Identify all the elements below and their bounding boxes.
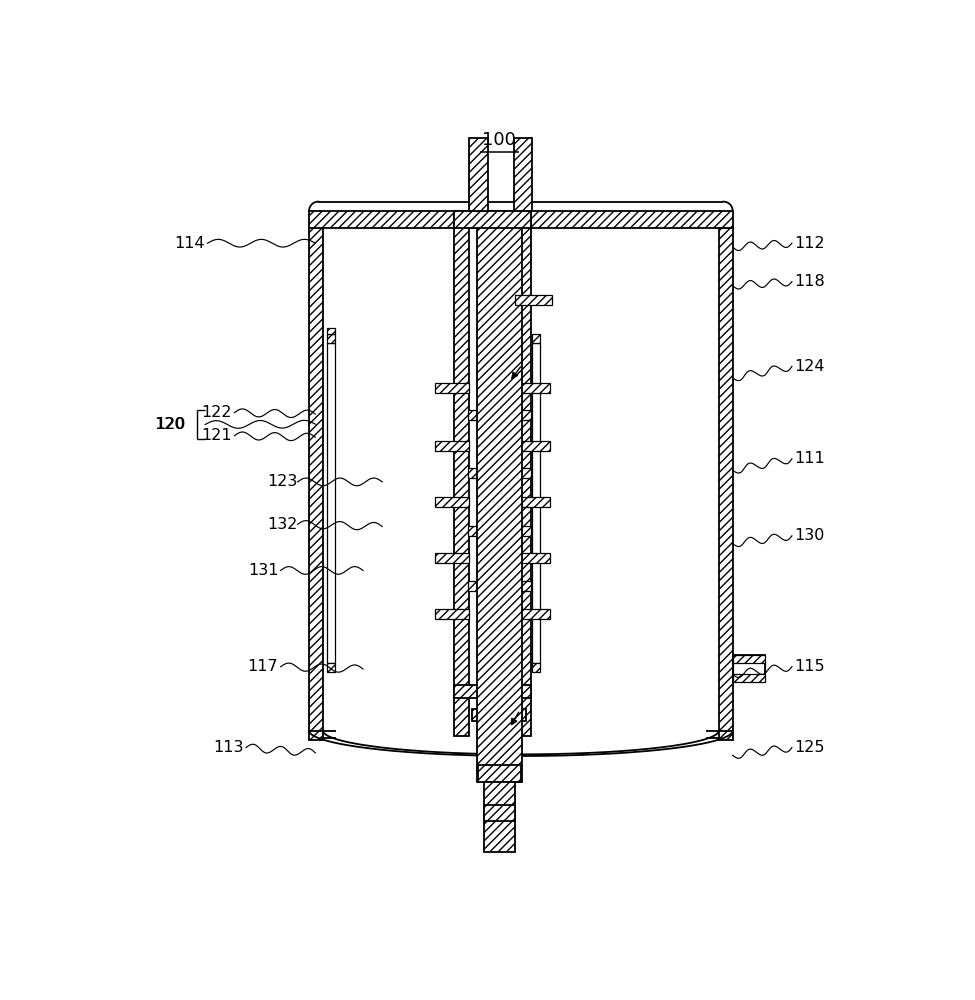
- Bar: [454, 211, 530, 228]
- Bar: [435, 609, 469, 619]
- Bar: [516, 609, 550, 619]
- Bar: [732, 655, 765, 663]
- Bar: [732, 674, 765, 682]
- Text: 114: 114: [175, 236, 205, 251]
- Bar: [309, 211, 732, 228]
- Bar: [435, 441, 469, 451]
- Bar: [469, 138, 488, 211]
- Bar: [327, 334, 334, 343]
- Bar: [454, 685, 530, 698]
- Text: 132: 132: [267, 517, 297, 532]
- Bar: [516, 441, 550, 451]
- Bar: [532, 334, 540, 343]
- Bar: [719, 228, 732, 740]
- Bar: [468, 581, 496, 591]
- Bar: [502, 581, 530, 591]
- Text: 112: 112: [795, 236, 825, 251]
- Bar: [435, 497, 469, 507]
- Text: 100: 100: [483, 131, 516, 149]
- Bar: [516, 295, 553, 305]
- Bar: [454, 211, 469, 736]
- Bar: [472, 709, 526, 721]
- Bar: [532, 343, 540, 663]
- Text: 123: 123: [267, 474, 297, 489]
- Text: 124: 124: [795, 359, 825, 374]
- Bar: [502, 410, 530, 420]
- Bar: [484, 805, 515, 821]
- Bar: [435, 383, 469, 393]
- Bar: [516, 383, 550, 393]
- Text: 120: 120: [154, 417, 184, 432]
- Bar: [484, 782, 515, 852]
- Bar: [478, 765, 521, 782]
- Text: 115: 115: [795, 659, 825, 674]
- Bar: [732, 655, 765, 682]
- Text: 111: 111: [795, 451, 825, 466]
- Bar: [327, 663, 334, 672]
- Text: 118: 118: [795, 274, 825, 289]
- Text: 125: 125: [795, 740, 825, 755]
- Bar: [502, 468, 530, 478]
- Text: 122: 122: [202, 405, 232, 420]
- Bar: [516, 211, 530, 736]
- Bar: [468, 468, 496, 478]
- Text: 131: 131: [248, 563, 278, 578]
- Bar: [532, 663, 540, 672]
- Bar: [516, 553, 550, 563]
- Bar: [468, 526, 496, 536]
- Bar: [502, 526, 530, 536]
- Text: 120: 120: [155, 417, 186, 432]
- Bar: [516, 497, 550, 507]
- Bar: [468, 410, 496, 420]
- Bar: [477, 211, 522, 782]
- Text: 121: 121: [202, 428, 232, 443]
- Bar: [327, 328, 334, 334]
- Bar: [514, 138, 532, 211]
- Text: 117: 117: [248, 659, 278, 674]
- Bar: [327, 343, 334, 663]
- Text: 130: 130: [795, 528, 825, 543]
- Text: 113: 113: [214, 740, 244, 755]
- Bar: [435, 553, 469, 563]
- Bar: [309, 228, 323, 740]
